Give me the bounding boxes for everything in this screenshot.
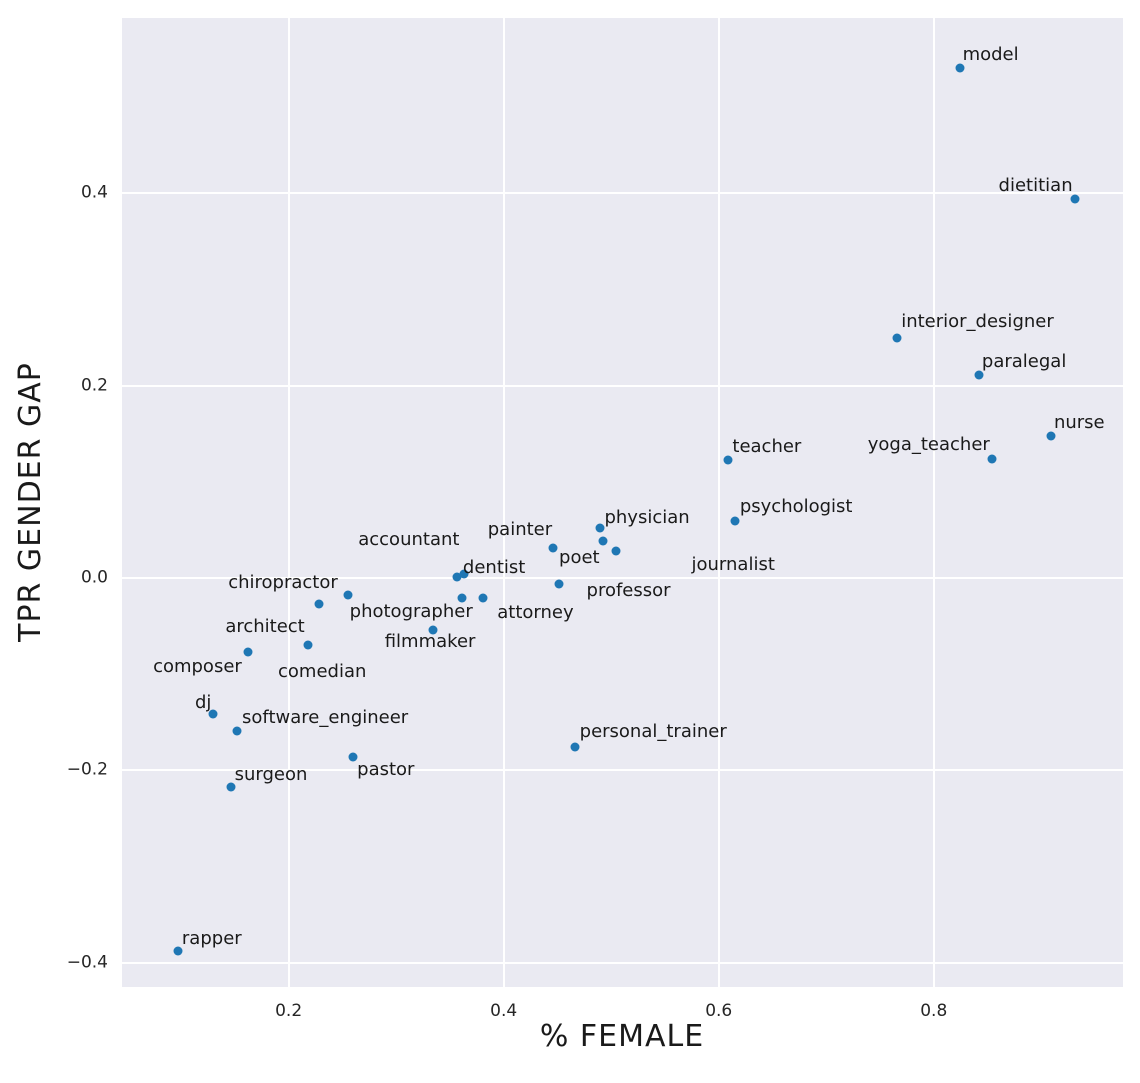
x-tick-label: 0.2 [275, 1001, 303, 1021]
x-gridline [717, 18, 720, 987]
point-label-dj: dj [194, 691, 212, 713]
point-label-photographer: photographer [349, 601, 473, 623]
y-gridline [122, 769, 1123, 772]
x-tick-label: 0.4 [490, 1001, 518, 1021]
data-point-poet [598, 536, 608, 545]
y-tick-label: 0.4 [80, 182, 108, 203]
data-point-interior_designer [892, 333, 902, 343]
point-label-architect: architect [225, 616, 305, 638]
data-point-surgeon [226, 782, 236, 792]
y-gridline [122, 384, 1123, 387]
point-label-teacher: teacher [732, 435, 802, 457]
point-label-attorney: attorney [497, 602, 574, 624]
point-label-chiropractor: chiropractor [228, 572, 338, 594]
point-label-journalist: journalist [691, 554, 775, 576]
data-point-professor [554, 579, 564, 589]
point-label-accountant: accountant [358, 529, 460, 551]
point-label-poet: poet [559, 546, 600, 568]
data-point-pastor [348, 752, 358, 762]
data-point-journalist [611, 546, 620, 556]
point-label-rapper: rapper [181, 928, 242, 950]
data-point-rapper [173, 946, 183, 956]
data-point-chiropractor [343, 590, 353, 600]
y-tick-label: 0.2 [80, 375, 108, 396]
point-label-surgeon: surgeon [234, 763, 308, 785]
point-label-interior_designer: interior_designer [901, 311, 1054, 333]
point-label-psychologist: psychologist [739, 496, 853, 518]
data-point-photographer [457, 593, 467, 603]
point-label-software_engineer: software_engineer [242, 707, 409, 729]
y-tick-label: −0.4 [66, 952, 108, 973]
point-label-model: model [962, 44, 1019, 66]
x-gridline [502, 18, 505, 987]
point-label-personal_trainer: personal_trainer [579, 721, 727, 743]
point-label-comedian: comedian [278, 661, 367, 683]
y-gridline [122, 961, 1123, 964]
x-gridline [932, 18, 935, 987]
data-point-comedian [303, 640, 313, 650]
point-label-composer: composer [153, 656, 242, 678]
data-point-dietitian [1070, 194, 1080, 204]
point-label-dietitian: dietitian [998, 174, 1073, 196]
data-point-attorney [478, 593, 488, 603]
data-point-painter [548, 543, 558, 553]
point-label-dentist: dentist [462, 557, 526, 579]
point-label-yoga_teacher: yoga_teacher [867, 433, 990, 455]
data-point-paralegal [974, 370, 984, 380]
data-point-yoga_teacher [987, 454, 997, 464]
point-label-filmmaker: filmmaker [384, 631, 476, 652]
y-gridline [122, 577, 1123, 580]
data-point-architect [314, 599, 324, 609]
data-point-psychologist [730, 516, 740, 526]
point-label-physician: physician [604, 507, 690, 528]
x-gridline [287, 18, 290, 987]
plot-area: model dietitian interior_designer paralegal… [122, 18, 1123, 987]
data-point-nurse [1046, 431, 1056, 441]
y-tick-label: 0.0 [80, 567, 108, 588]
data-point-filmmaker [428, 625, 438, 635]
point-label-professor: professor [586, 579, 671, 601]
data-point-physician [595, 523, 605, 533]
y-gridline [122, 192, 1123, 195]
data-point-personal_trainer [570, 742, 580, 752]
point-label-pastor: pastor [357, 759, 415, 781]
x-axis-label: % FEMALE [539, 1019, 705, 1054]
point-label-paralegal: paralegal [981, 351, 1067, 372]
data-point-teacher [723, 455, 733, 465]
data-point-composer [243, 647, 253, 657]
data-point-dentist [459, 569, 469, 579]
x-tick-label: 0.6 [705, 1001, 733, 1021]
y-tick-label: −0.2 [66, 759, 108, 780]
point-label-nurse: nurse [1053, 411, 1105, 433]
data-point-software_engineer [232, 726, 242, 736]
x-tick-label: 0.8 [920, 1001, 948, 1021]
y-axis-label: TPR GENDER GAP [13, 362, 48, 642]
data-point-model [955, 63, 965, 73]
data-point-dj [208, 709, 218, 719]
data-point-accountant [452, 572, 462, 582]
point-label-painter: painter [487, 519, 553, 541]
